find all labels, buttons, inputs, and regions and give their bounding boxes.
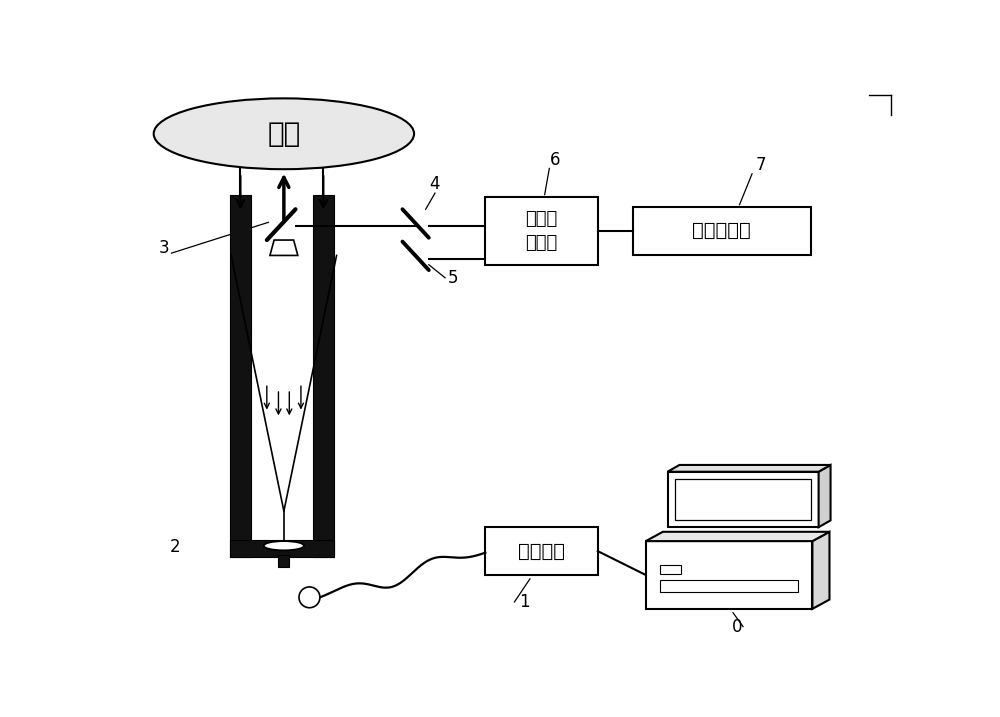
Bar (278, 555, 289, 567)
Ellipse shape (264, 541, 304, 551)
Text: 大气: 大气 (267, 120, 300, 148)
Text: 准直扩
束系统: 准直扩 束系统 (525, 210, 558, 252)
Polygon shape (646, 532, 829, 541)
Polygon shape (819, 465, 831, 527)
Bar (313, 195, 334, 557)
Polygon shape (270, 240, 298, 255)
Circle shape (299, 587, 320, 608)
Bar (485, 527, 598, 575)
Text: 3: 3 (158, 239, 169, 257)
Text: 1: 1 (519, 594, 530, 612)
Text: 0: 0 (732, 618, 742, 636)
Text: 7: 7 (756, 156, 766, 174)
Text: 6: 6 (550, 151, 561, 168)
Bar (660, 580, 798, 592)
Text: 分光系统: 分光系统 (518, 541, 565, 561)
Bar (230, 195, 251, 557)
Text: 5: 5 (448, 269, 458, 288)
Text: 脉冲激光器: 脉冲激光器 (692, 222, 751, 240)
Bar (646, 541, 812, 609)
Ellipse shape (154, 98, 414, 169)
Bar (485, 197, 598, 265)
Bar (668, 472, 819, 527)
Text: 4: 4 (430, 175, 440, 193)
Bar (675, 479, 811, 521)
Polygon shape (668, 465, 831, 472)
Text: 2: 2 (170, 538, 181, 556)
Polygon shape (231, 255, 337, 511)
Bar (660, 565, 681, 574)
Bar (633, 207, 811, 255)
Polygon shape (812, 532, 829, 609)
Bar (230, 541, 334, 557)
